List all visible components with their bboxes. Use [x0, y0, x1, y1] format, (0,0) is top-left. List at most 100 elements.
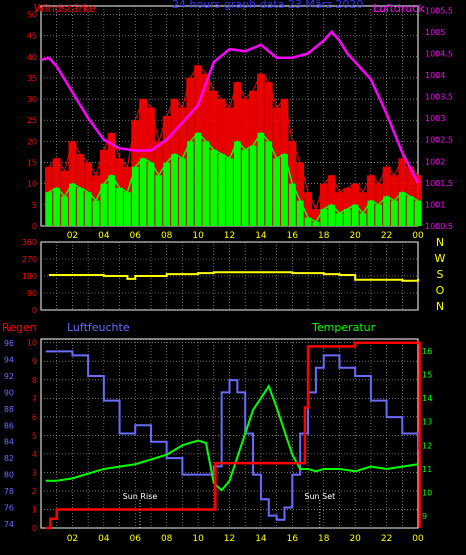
x-tick-label: 08 — [161, 534, 173, 544]
y-rain-tick-label: 8 — [32, 376, 37, 385]
wind-gust-bar — [359, 192, 367, 226]
y-left-tick-label: 15 — [27, 159, 37, 168]
wind-mean-line — [48, 131, 419, 223]
y-rain-tick-label: 7 — [32, 394, 37, 403]
x-tick-label: 04 — [98, 534, 110, 544]
wind-label: Windstärke — [34, 2, 96, 15]
y-rain-tick-label: 5 — [32, 431, 37, 440]
y-right-tick-label: 1002 — [425, 157, 445, 166]
x-tick-label: 20 — [349, 534, 361, 544]
wind-mean-bar — [108, 175, 116, 226]
x-tick-label: 10 — [192, 534, 204, 544]
y-temp-tick-label: 12 — [422, 441, 432, 450]
humidity-label: Luftfeuchte — [67, 321, 130, 334]
wind-gust-bar — [327, 175, 336, 226]
y-rain-tick-label: 2 — [32, 487, 37, 496]
x-tick-label: 12 — [224, 231, 235, 241]
wind-mean-bar — [123, 192, 131, 226]
x-tick-label: 04 — [98, 231, 110, 241]
y-rain-tick-label: 3 — [32, 468, 37, 477]
y-humidity-tick-label: 82 — [4, 454, 14, 463]
wind-mean-bar — [375, 204, 383, 226]
pressure-label: Luftdruck — [373, 2, 425, 15]
wind-mean-bar — [218, 154, 226, 226]
y-left-tick-label: 90 — [27, 289, 37, 298]
wind-mean-bar — [273, 158, 281, 226]
y-humidity-tick-label: 84 — [4, 438, 14, 447]
y-temp-tick-label: 16 — [422, 347, 432, 356]
wind-gust-bar — [319, 183, 328, 226]
wind-mean-bar — [312, 221, 320, 226]
x-tick-label: 10 — [192, 231, 204, 241]
wind-pressure-series — [40, 30, 422, 227]
y-temp-tick-label: 14 — [422, 394, 432, 403]
y-humidity-tick-label: 86 — [4, 421, 14, 430]
rain-humidity-temp-series — [45, 341, 421, 530]
wind-mean-bar — [304, 217, 312, 226]
wind-mean-bar — [92, 200, 100, 226]
y-left-tick-label: 25 — [27, 116, 37, 125]
y-right-tick-label: 1003.5 — [425, 93, 453, 102]
rain-line — [45, 341, 421, 530]
wind-gust-bar — [311, 209, 320, 226]
wind-direction-series — [48, 271, 419, 282]
wind-mean-bar — [147, 162, 155, 226]
y-rain-tick-label: 0 — [32, 524, 37, 533]
wind-mean-bar — [406, 196, 414, 226]
wind-mean-bar — [53, 187, 61, 226]
wind-mean-bar — [194, 132, 202, 226]
compass-label: W — [435, 252, 446, 265]
y-right-tick-label: 1000.5 — [425, 222, 453, 231]
y-humidity-tick-label: 78 — [4, 487, 14, 496]
y-right-tick-label: 1005 — [425, 28, 445, 37]
y-left-tick-label: 50 — [27, 10, 37, 19]
y-right-tick-label: 1003 — [425, 114, 445, 123]
wind-mean-bar — [178, 158, 186, 226]
wind-mean-bar — [281, 154, 288, 226]
wind-mean-bar — [367, 200, 375, 226]
wind-mean-bar — [100, 183, 108, 226]
sun-annotations: Sun Rise Sun Set — [123, 492, 335, 528]
y-humidity-tick-label: 94 — [4, 356, 14, 365]
wind-pressure-ticks: 051015202530354045501000.510011001.51002… — [27, 6, 453, 241]
compass-label: S — [437, 268, 444, 281]
wind-mean-bar — [116, 187, 123, 226]
wind-gust-bar — [296, 162, 305, 226]
x-tick-label: 16 — [287, 231, 299, 241]
x-tick-label: 14 — [255, 231, 267, 241]
x-tick-label: 06 — [130, 534, 142, 544]
y-right-tick-label: 1004.5 — [425, 49, 453, 58]
y-rain-tick-label: 4 — [32, 450, 37, 459]
y-humidity-tick-label: 90 — [4, 388, 14, 397]
wind-mean-bar — [202, 141, 210, 226]
wind-mean-bar — [233, 141, 241, 226]
x-tick-label: 18 — [318, 231, 330, 241]
x-tick-label: 16 — [287, 534, 299, 544]
compass-label: O — [436, 284, 445, 297]
sun-annotation-label: Sun Set — [304, 492, 335, 501]
compass-label: N — [436, 236, 444, 249]
y-left-tick-label: 45 — [27, 32, 37, 41]
y-humidity-tick-label: 80 — [4, 471, 14, 480]
y-humidity-tick-label: 92 — [4, 372, 14, 381]
y-rain-tick-label: 9 — [32, 357, 37, 366]
y-left-tick-label: 0 — [32, 222, 37, 231]
wind-mean-bar — [336, 213, 343, 226]
x-tick-label: 22 — [381, 231, 392, 241]
y-humidity-tick-label: 74 — [4, 520, 14, 529]
rain-humidity-temp-plot-area — [40, 338, 419, 529]
y-right-tick-label: 1004 — [425, 71, 445, 80]
y-right-tick-label: 1001 — [425, 200, 445, 209]
y-temp-tick-label: 11 — [422, 465, 432, 474]
wind-direction-line — [48, 271, 419, 282]
y-left-tick-label: 180 — [22, 272, 37, 281]
x-tick-label: 14 — [255, 534, 267, 544]
wind-mean-bar — [288, 183, 296, 226]
y-left-tick-label: 30 — [27, 95, 37, 104]
wind-mean-bar — [131, 166, 139, 226]
y-temp-tick-label: 10 — [422, 489, 432, 498]
y-left-tick-label: 10 — [27, 180, 37, 189]
y-left-tick-label: 270 — [22, 255, 37, 264]
sun-annotation-label: Sun Rise — [123, 492, 158, 501]
